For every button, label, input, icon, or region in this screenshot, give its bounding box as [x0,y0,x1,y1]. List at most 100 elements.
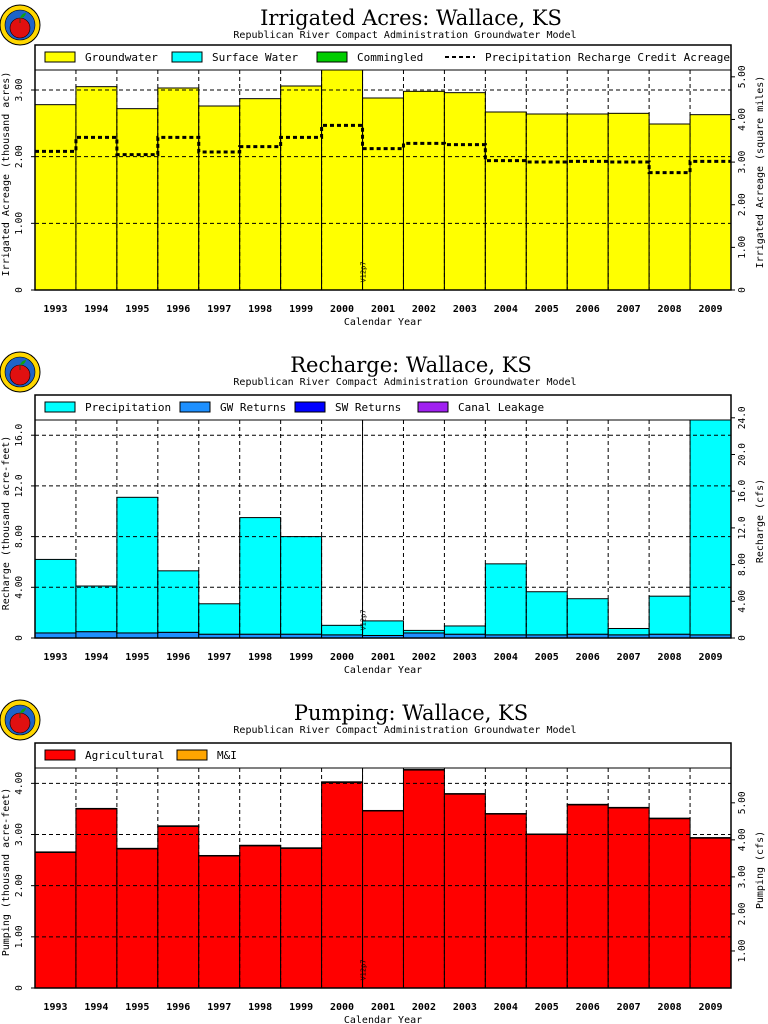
legend-label: M&I [217,749,237,762]
x-tick-label: 1993 [43,1002,67,1013]
x-tick-label: 2003 [453,1002,477,1013]
x-tick-label: 2004 [494,304,518,315]
bar-groundwater-2002 [402,90,445,291]
y-tick-label: 0 [14,985,25,991]
legend-swatch [44,401,76,413]
bar-groundwater-1997 [198,105,241,291]
x-tick-label: 1995 [125,1002,149,1013]
bar-precipitation-2006 [566,598,609,635]
bar-precipitation-1995 [116,496,159,634]
x-tick-label: 2009 [698,304,722,315]
bar-groundwater-1996 [157,87,200,291]
y2-tick-label: 16.0 [737,479,748,502]
x-tick-label: 2008 [658,652,682,663]
y-tick-label: 0 [14,287,25,293]
legend-swatch [176,749,208,761]
legend-swatch [171,51,203,63]
x-tick-label: 1998 [248,1002,272,1013]
legend-label: Precipitation Recharge Credit Acreage [485,51,730,64]
x-tick-label: 2007 [617,304,641,315]
apple-logo-1 [0,4,41,46]
plot-frame [34,394,732,639]
x-tick-label: 2009 [698,1002,722,1013]
apple-logo-2 [0,351,41,393]
x-tick-label: 2003 [453,304,477,315]
x-tick-label: 2008 [658,304,682,315]
x-tick-label: 2000 [330,652,354,663]
apple-logo-3 [0,699,41,741]
legend-label: Precipitation [85,401,171,414]
bar-m-i-1999 [280,847,323,849]
bar-m-i-1994 [75,807,118,810]
bar-m-i-2000 [321,781,364,783]
legend-label: Groundwater [85,51,158,64]
y2-tick-label: 1.00 [737,939,748,962]
y2-axis-label: Pumping (cfs) [755,831,766,909]
x-tick-label: 1998 [248,652,272,663]
bar-m-i-1993 [34,851,77,853]
bar-precipitation-1996 [157,570,200,633]
legend-label: SW Returns [335,401,401,414]
legend-swatch [44,51,76,63]
x-tick-label: 2009 [698,652,722,663]
x-tick-label: 2007 [617,652,641,663]
x-tick-label: 2003 [453,652,477,663]
bar-precipitation-1997 [198,603,241,635]
bar-agricultural-2009 [689,837,732,989]
bar-agricultural-1995 [116,848,159,989]
y-tick-label: 3.00 [14,78,25,101]
y2-tick-label: 1.00 [737,236,748,259]
legend-label: Agricultural [85,749,164,762]
bar-m-i-2004 [484,813,527,815]
y-tick-label: 12.0 [14,474,25,497]
bar-m-i-1997 [198,854,241,857]
bar-m-i-2006 [566,803,609,806]
legend-label: GW Returns [220,401,286,414]
chart-title: Irrigated Acres: Wallace, KS [260,6,562,30]
bar-m-i-2007 [607,806,650,809]
x-tick-label: 1996 [166,1002,190,1013]
legend-label: Commingled [357,51,423,64]
bar-precipitation-2000 [321,624,364,636]
legend-swatch [294,401,326,413]
y2-axis-label: Irrigated Acreage (square miles) [755,76,766,269]
x-tick-label: 2006 [576,652,600,663]
bar-agricultural-1998 [239,845,282,989]
x-tick-label: 2005 [535,304,559,315]
bar-gw-returns-1996 [157,631,200,639]
y2-tick-label: 5.00 [737,65,748,88]
x-tick-label: 1998 [248,304,272,315]
bar-precipitation-2003 [443,625,486,635]
bar-agricultural-2000 [321,781,364,989]
y-tick-label: 1.00 [14,925,25,948]
chart-title: Pumping: Wallace, KS [294,701,528,725]
legend-swatch [179,401,211,413]
bar-groundwater-1998 [239,98,282,291]
bar-groundwater-2001 [362,97,404,291]
x-tick-label: 2002 [412,1002,436,1013]
x-axis-label: Calendar Year [344,317,422,328]
y-axis-label: Pumping (thousand acre-feet) [1,788,12,957]
bar-precipitation-1993 [34,558,77,634]
bar-precipitation-1998 [239,517,282,635]
y-tick-label: 0 [14,635,25,641]
bar-groundwater-2007 [607,112,650,291]
legend-swatch [417,401,449,413]
x-tick-label: 2000 [330,304,354,315]
y2-tick-label: 2.00 [737,902,748,925]
y2-tick-label: 0 [737,635,748,641]
x-axis-label: Calendar Year [344,665,422,676]
bar-agricultural-2007 [607,807,650,989]
bar-precipitation-2001 [362,620,404,636]
bar-agricultural-1997 [198,855,241,989]
x-tick-label: 1997 [207,652,231,663]
legend-label: Surface Water [212,51,298,64]
y2-tick-label: 8.00 [737,553,748,576]
x-tick-label: 2004 [494,1002,518,1013]
bar-precipitation-2004 [484,563,527,636]
bar-groundwater-1993 [34,104,77,291]
x-tick-label: 2007 [617,1002,641,1013]
x-tick-label: 1999 [289,652,313,663]
